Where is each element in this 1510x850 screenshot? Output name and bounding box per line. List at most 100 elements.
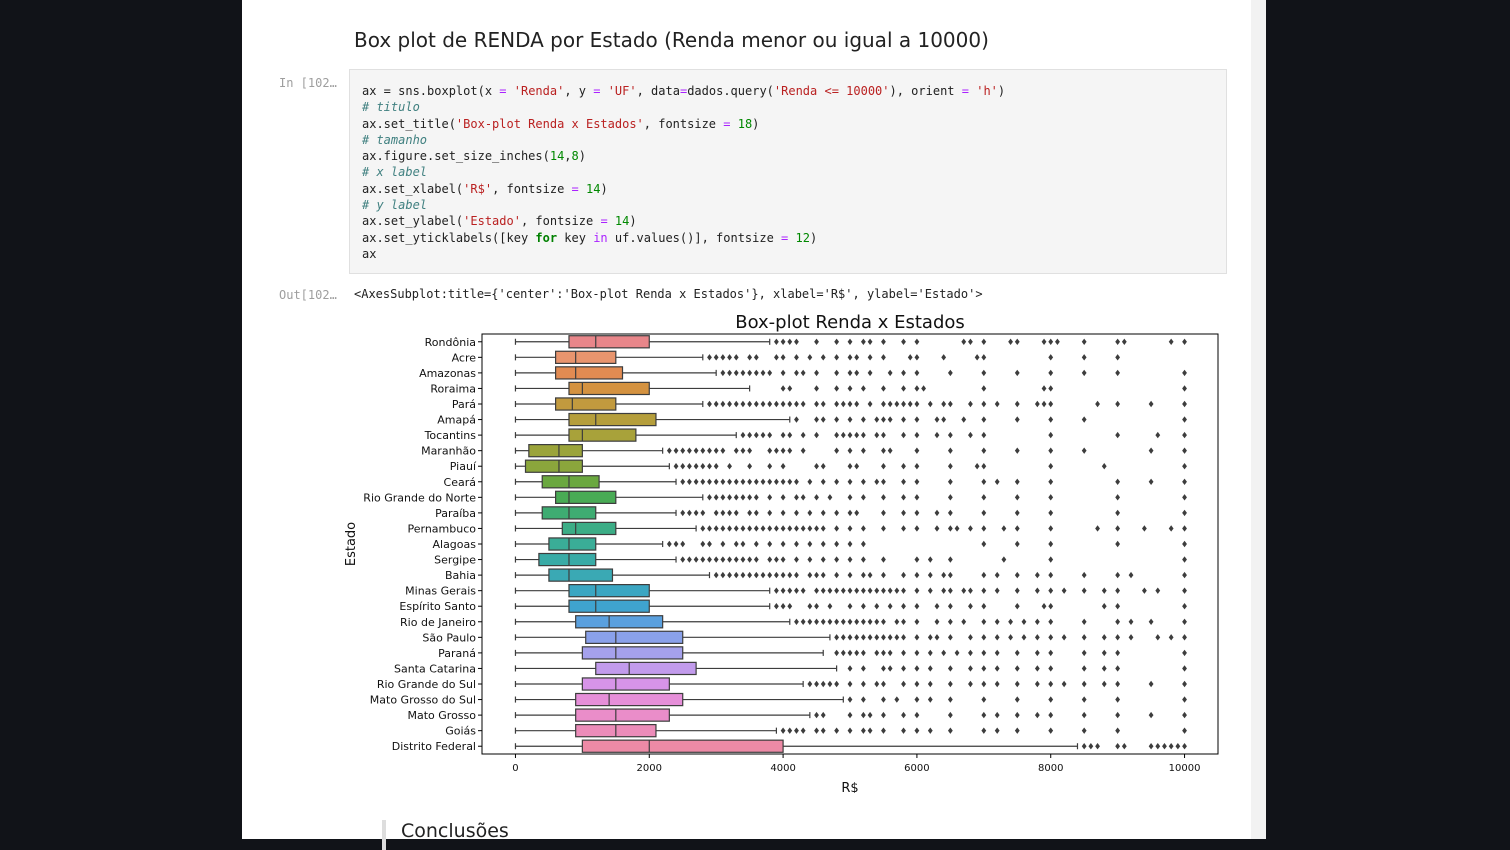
code-token: # x label xyxy=(362,165,428,180)
box xyxy=(568,599,650,613)
outlier-point xyxy=(747,525,753,532)
outlier-point xyxy=(1034,711,1040,719)
outlier-point xyxy=(947,400,953,408)
outlier-point xyxy=(733,354,739,361)
outlier-point xyxy=(747,431,753,439)
outlier-point xyxy=(713,478,719,485)
outlier-point xyxy=(1021,618,1027,625)
code-cell[interactable]: ax = sns.boxplot(x = 'Renda', y = 'UF', … xyxy=(349,69,1227,274)
outlier-point xyxy=(794,525,799,532)
y-tick-label: Amapá xyxy=(437,414,476,427)
outlier-point xyxy=(700,478,706,485)
outlier-point xyxy=(947,727,953,734)
outlier-point xyxy=(881,400,886,408)
outlier-point xyxy=(747,509,753,517)
scrollbar-track[interactable] xyxy=(1251,0,1266,839)
outlier-point xyxy=(834,634,840,641)
box xyxy=(581,646,684,660)
outlier-point xyxy=(800,400,806,408)
outlier-point xyxy=(981,385,987,392)
outlier-point xyxy=(914,494,920,501)
outlier-point xyxy=(1048,431,1054,439)
outlier-point xyxy=(994,649,1000,657)
outlier-point xyxy=(780,603,786,610)
outlier-point xyxy=(713,494,719,501)
outlier-point xyxy=(1155,634,1161,641)
outlier-point xyxy=(1182,494,1187,501)
outlier-point xyxy=(827,494,833,501)
outlier-point xyxy=(921,385,926,392)
code-token: ) xyxy=(809,230,818,245)
outlier-point xyxy=(1048,338,1054,345)
outlier-point xyxy=(693,509,699,517)
outlier-point xyxy=(720,509,726,517)
outlier-point xyxy=(968,525,973,532)
outlier-point xyxy=(854,463,860,470)
box xyxy=(538,552,597,567)
outlier-point xyxy=(1148,618,1154,625)
outlier-point xyxy=(914,587,920,594)
y-tick-label: Distrito Federal xyxy=(392,740,476,753)
outlier-point xyxy=(780,494,786,501)
outlier-point xyxy=(1048,540,1054,548)
outlier-point xyxy=(834,447,840,454)
code-line: ax.set_ylabel('Estado', fontsize = 14) xyxy=(362,213,1005,229)
x-tick-label: 8000 xyxy=(1038,763,1063,774)
outlier-point xyxy=(814,431,819,439)
outlier-point xyxy=(747,447,753,454)
outlier-point xyxy=(1115,338,1121,345)
outlier-point xyxy=(860,680,866,688)
outlier-point xyxy=(1101,587,1107,594)
outlier-point xyxy=(774,525,779,532)
code-token: 'Box-plot Renda x Estados' xyxy=(455,116,644,131)
outlier-point xyxy=(881,354,886,361)
outlier-point xyxy=(1182,571,1187,579)
outlier-point xyxy=(961,587,967,594)
chart-title: Box-plot Renda x Estados xyxy=(735,312,965,333)
outlier-point xyxy=(787,525,793,532)
outlier-point xyxy=(720,556,726,563)
outlier-point xyxy=(854,618,860,625)
outlier-point xyxy=(914,463,920,470)
outlier-point xyxy=(794,540,799,548)
outlier-point xyxy=(1048,649,1054,657)
y-tick-label: Sergipe xyxy=(434,554,476,567)
y-tick-label: Paraíba xyxy=(435,507,476,520)
outlier-point xyxy=(1034,571,1040,579)
outlier-point xyxy=(901,494,906,501)
outlier-point xyxy=(787,338,793,345)
outlier-point xyxy=(753,494,759,501)
outlier-point xyxy=(867,354,873,361)
outlier-point xyxy=(807,525,813,532)
outlier-point xyxy=(760,478,766,485)
outlier-point xyxy=(840,618,846,625)
outlier-point xyxy=(814,525,819,532)
y-tick-label: Pernambuco xyxy=(408,522,477,535)
outlier-point xyxy=(794,727,799,734)
outlier-point xyxy=(1128,571,1134,579)
code-token: , fontsize xyxy=(520,214,601,229)
outlier-point xyxy=(814,494,819,501)
code-token: 18 xyxy=(737,116,753,131)
code-token: 'Estado' xyxy=(463,214,521,229)
code-token xyxy=(579,182,586,196)
outlier-point xyxy=(787,447,793,454)
code-token: 'R$' xyxy=(463,181,493,196)
outlier-point xyxy=(1061,587,1067,594)
code-editor[interactable]: ax = sns.boxplot(x = 'Renda', y = 'UF', … xyxy=(362,83,1005,262)
box xyxy=(575,692,684,707)
outlier-point xyxy=(887,665,893,672)
outlier-point xyxy=(1182,696,1187,703)
outlier-point xyxy=(901,634,906,641)
outlier-point xyxy=(1014,447,1020,454)
outlier-point xyxy=(1041,338,1047,345)
outlier-point xyxy=(907,400,913,408)
outlier-point xyxy=(881,556,886,563)
outlier-point xyxy=(881,696,886,703)
outlier-point xyxy=(1014,603,1020,610)
box xyxy=(555,366,624,380)
outlier-point xyxy=(747,369,753,377)
outlier-point xyxy=(1008,618,1013,625)
outlier-point xyxy=(994,665,1000,672)
outlier-point xyxy=(707,525,712,532)
